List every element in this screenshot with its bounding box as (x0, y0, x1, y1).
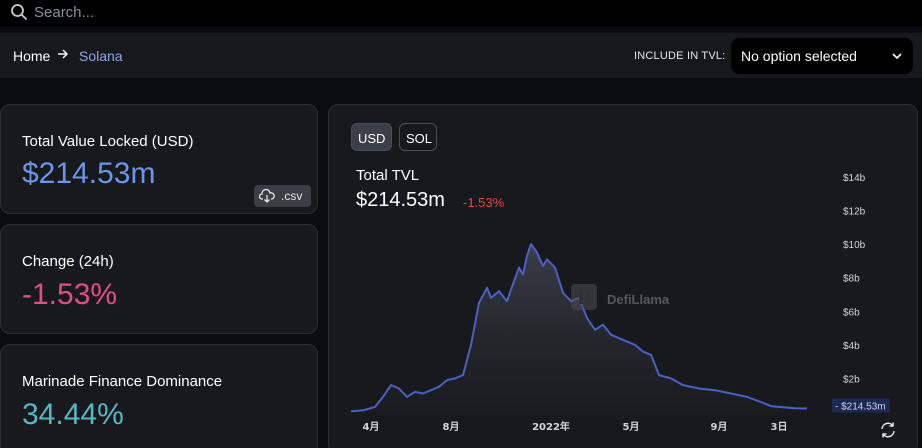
page-header: Home Solana INCLUDE IN TVL: No option se… (0, 33, 922, 78)
tvl-series-line (350, 243, 808, 413)
search-icon (11, 4, 27, 20)
current-value-marker (832, 398, 890, 413)
sol-toggle-button[interactable]: SOL (399, 123, 437, 151)
include-in-tvl-select[interactable]: No option selected (731, 38, 913, 74)
x-tick-label: 2022年 (532, 420, 570, 433)
x-tick-label: 4月 (363, 421, 380, 433)
chart-value: $214.53m (356, 189, 445, 211)
tvl-select-value: No option selected (741, 48, 857, 64)
x-tick-label: 3日 (771, 421, 788, 433)
y-tick-label: $4b (843, 341, 860, 352)
current-value-label: - $214.53m (835, 401, 886, 412)
arrow-right-icon (58, 49, 68, 59)
y-tick-label: $10b (843, 240, 866, 251)
tvl-area-fill (351, 244, 807, 412)
chart-change: -1.53% (463, 195, 505, 210)
x-tick-label: 9月 (711, 421, 728, 433)
tvl-card: Total Value Locked (USD) $214.53m .csv (0, 104, 318, 214)
chevron-down-icon (892, 53, 902, 60)
download-csv-button[interactable]: .csv (254, 185, 311, 207)
tvl-label: Total Value Locked (USD) (22, 133, 194, 150)
usd-toggle-button[interactable]: USD (351, 123, 392, 151)
csv-label: .csv (281, 189, 303, 203)
dominance-card: Marinade Finance Dominance 34.44% (0, 344, 318, 448)
breadcrumb-current[interactable]: Solana (79, 48, 123, 64)
search-bar (0, 0, 922, 26)
y-tick-label: $14b (843, 173, 866, 184)
breadcrumb-home[interactable]: Home (13, 48, 51, 64)
refresh-icon[interactable] (879, 421, 897, 439)
dominance-label: Marinade Finance Dominance (22, 373, 223, 390)
defillama-logo-icon (571, 284, 597, 310)
tvl-chart-card: USD SOL Total TVL $214.53m -1.53% $2b $4b… (328, 104, 918, 448)
change-value: -1.53% (22, 278, 118, 311)
x-tick-label: 8月 (443, 421, 460, 433)
cloud-download-icon (259, 189, 275, 203)
y-tick-label: $12b (843, 207, 866, 218)
tvl-value: $214.53m (22, 157, 156, 190)
y-tick-label: $8b (843, 274, 860, 285)
change-card: Change (24h) -1.53% (0, 224, 318, 334)
y-tick-label: $6b (843, 307, 860, 318)
include-in-tvl-label: INCLUDE IN TVL: (634, 50, 726, 62)
search-input[interactable] (34, 2, 434, 22)
chart-title: Total TVL (356, 167, 420, 184)
x-tick-label: 5月 (623, 421, 640, 433)
dominance-value: 34.44% (22, 398, 124, 431)
watermark-text: DefiLlama (607, 292, 670, 307)
change-label: Change (24h) (22, 253, 114, 270)
tvl-area-chart: $2b $4b $6b $8b $10b $12b $14b 4月 8月 2022年 5月 9月 3日… (350, 173, 890, 433)
y-tick-label: $2b (843, 374, 860, 385)
